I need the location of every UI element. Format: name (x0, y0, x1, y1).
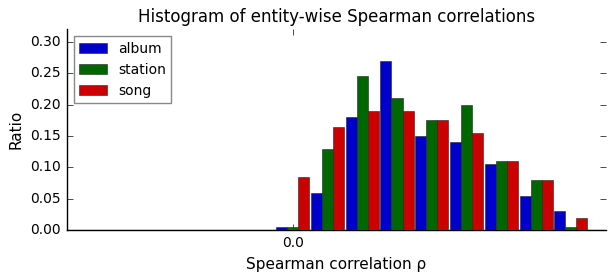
Bar (519, 196, 530, 230)
Bar (437, 120, 448, 230)
X-axis label: Spearman correlation ρ: Spearman correlation ρ (246, 257, 426, 272)
Title: Histogram of entity-wise Spearman correlations: Histogram of entity-wise Spearman correl… (138, 8, 535, 26)
Bar (461, 105, 472, 230)
Bar (346, 117, 357, 230)
Bar (472, 133, 483, 230)
Bar (333, 127, 344, 230)
Bar (311, 193, 322, 230)
Bar (485, 164, 496, 230)
Bar (577, 218, 588, 230)
Bar (392, 98, 403, 230)
Bar (287, 227, 298, 230)
Bar (276, 227, 287, 230)
Bar (542, 180, 553, 230)
Legend: album, station, song: album, station, song (74, 36, 171, 103)
Y-axis label: Ratio: Ratio (9, 110, 23, 149)
Bar (322, 149, 333, 230)
Bar (507, 161, 518, 230)
Bar (381, 61, 392, 230)
Bar (368, 111, 379, 230)
Bar (496, 161, 507, 230)
Bar (357, 76, 368, 230)
Bar (298, 177, 309, 230)
Bar (530, 180, 542, 230)
Bar (554, 211, 565, 230)
Bar (415, 136, 426, 230)
Bar (403, 111, 414, 230)
Bar (565, 227, 577, 230)
Bar (450, 142, 461, 230)
Bar (426, 120, 437, 230)
